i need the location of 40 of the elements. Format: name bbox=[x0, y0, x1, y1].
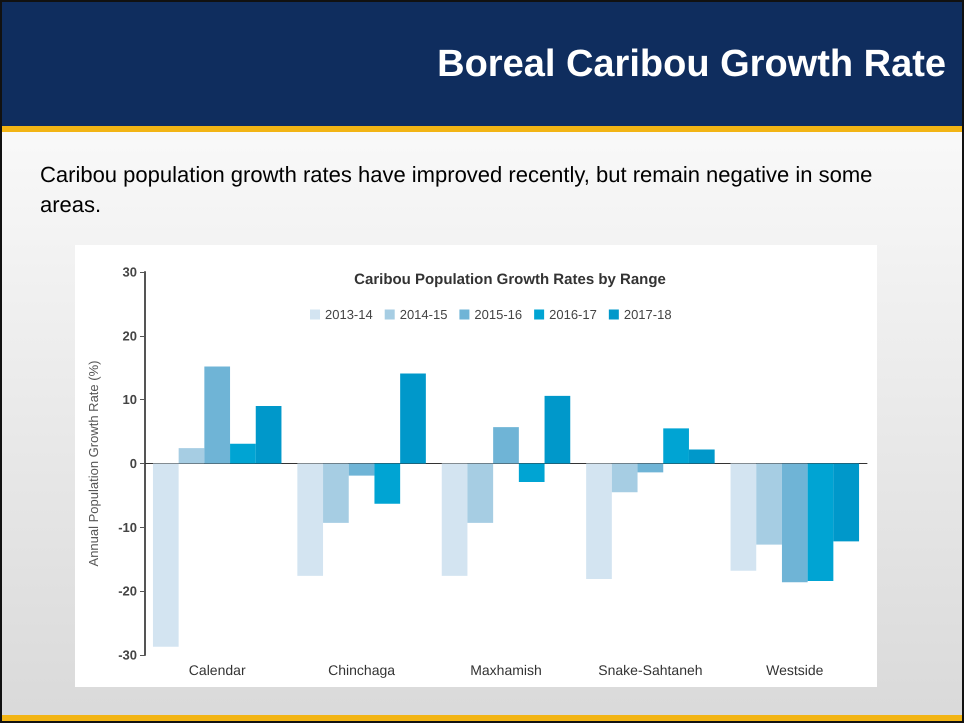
bar bbox=[782, 464, 808, 582]
y-tick-label: 10 bbox=[122, 392, 137, 408]
bar bbox=[400, 373, 426, 464]
bar bbox=[442, 464, 468, 576]
bar bbox=[348, 464, 374, 476]
bar bbox=[297, 464, 324, 576]
bar bbox=[374, 464, 400, 504]
bar bbox=[544, 396, 570, 464]
bar bbox=[730, 464, 756, 571]
bar bbox=[638, 464, 664, 472]
y-tick-label: 30 bbox=[122, 264, 137, 280]
legend-label: 2016-17 bbox=[549, 307, 597, 322]
bar bbox=[518, 464, 545, 482]
annotation: Caribou Population Growth Rates by Range bbox=[354, 271, 666, 288]
x-tick-label: Chinchaga bbox=[328, 662, 396, 678]
legend-label: 2015-16 bbox=[474, 307, 522, 322]
y-tick-label: 0 bbox=[130, 456, 137, 471]
bar bbox=[152, 464, 179, 647]
x-tick-label: Snake-Sahtaneh bbox=[598, 662, 703, 678]
bar bbox=[323, 464, 349, 523]
y-tick-label: -10 bbox=[118, 520, 137, 535]
legend-label: 2017-18 bbox=[624, 307, 672, 322]
bar bbox=[756, 464, 782, 545]
legend-label: 2013-14 bbox=[325, 307, 373, 322]
bar bbox=[467, 464, 494, 523]
y-tick-label: 20 bbox=[122, 328, 137, 344]
bar bbox=[178, 448, 204, 464]
chart-subtitle: Caribou population growth rates have improved recently, but remain negative in some areas. bbox=[40, 161, 874, 219]
x-tick-label: Maxhamish bbox=[470, 662, 542, 678]
x-tick-label: Westside bbox=[766, 662, 824, 678]
y-tick-label: -30 bbox=[118, 648, 137, 662]
bar bbox=[612, 464, 638, 492]
bar bbox=[493, 427, 519, 464]
bar bbox=[586, 464, 612, 580]
chart-title: Boreal Caribou Growth Rate bbox=[437, 42, 946, 86]
x-tick-label: Calendar bbox=[188, 662, 246, 678]
legend-label: 2014-15 bbox=[400, 307, 448, 322]
y-tick-label: -20 bbox=[118, 584, 137, 599]
y-axis-title: Annual Population Growth Rate (%) bbox=[86, 360, 101, 566]
bar bbox=[204, 366, 230, 464]
